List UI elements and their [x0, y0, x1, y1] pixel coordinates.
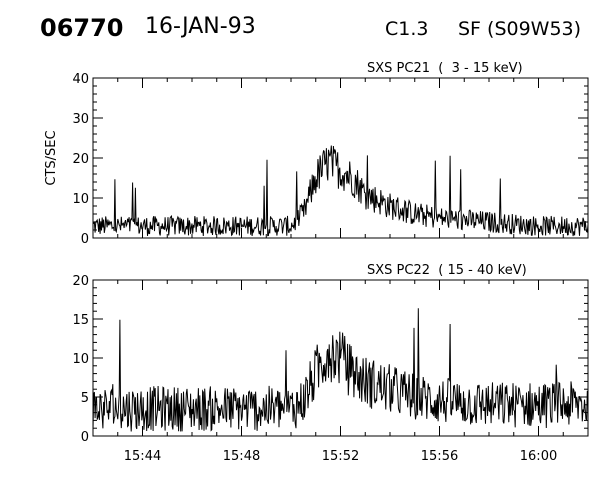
- flare-class: C1.3: [385, 18, 429, 40]
- x-tick-label: 15:56: [421, 449, 458, 464]
- y-tick-label: 5: [81, 391, 89, 406]
- panel-pc22: SXS PC22 ( 15 - 40 keV) 0 5 10 15 20 15:44 15:4…: [72, 263, 589, 464]
- y-tick-label: 40: [72, 72, 89, 87]
- y-tick-label: 30: [72, 112, 89, 127]
- y-tick-label: 15: [72, 313, 89, 328]
- y-tick-label: 20: [72, 274, 89, 289]
- flare-location: SF (S09W53): [458, 18, 582, 40]
- y-tick-label: 10: [72, 352, 89, 367]
- event-date: 16-JAN-93: [145, 14, 256, 39]
- event-number: 06770: [40, 14, 124, 42]
- y-tick-label: 0: [81, 232, 89, 247]
- x-tick-label: 16:00: [520, 449, 557, 464]
- y-tick-label: 0: [81, 430, 89, 445]
- y-axis-label: CTS/SEC: [44, 130, 59, 185]
- x-tick-label: 15:44: [124, 449, 161, 464]
- panel-title: SXS PC22 ( 15 - 40 keV): [367, 263, 527, 278]
- panel-pc21: SXS PC21 ( 3 - 15 keV) CTS/SEC 0 10 20 30 40: [44, 61, 589, 247]
- series-line: [92, 308, 589, 432]
- y-tick-label: 10: [72, 192, 89, 207]
- plot-frame: [92, 77, 589, 239]
- panel-title: SXS PC21 ( 3 - 15 keV): [367, 61, 523, 76]
- x-tick-label: 15:52: [322, 449, 359, 464]
- y-tick-label: 20: [72, 152, 89, 167]
- series-line: [92, 145, 589, 237]
- x-tick-label: 15:48: [223, 449, 260, 464]
